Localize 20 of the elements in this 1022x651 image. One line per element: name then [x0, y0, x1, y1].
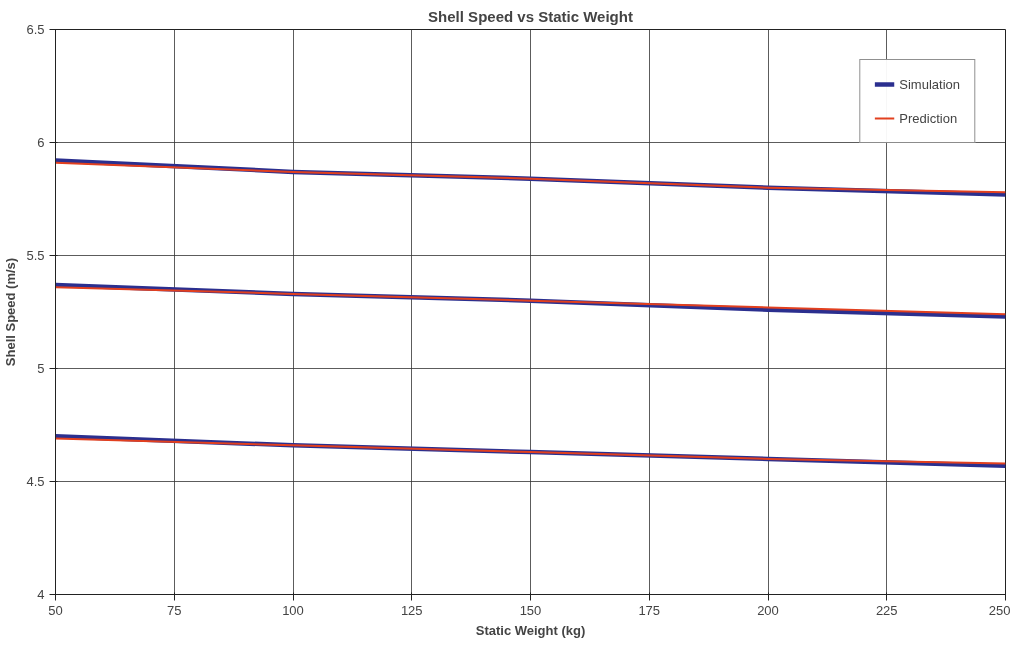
- chart-title: Shell Speed vs Static Weight: [428, 7, 633, 25]
- x-tick-label: 175: [638, 602, 661, 618]
- x-tick-label: 75: [167, 602, 182, 618]
- x-tick-label: 100: [282, 602, 304, 618]
- x-tick-label: 200: [757, 602, 779, 618]
- legend-label: Prediction: [899, 110, 958, 126]
- x-tick-label: 250: [988, 602, 1011, 618]
- y-axis-title: Shell Speed (m/s): [3, 257, 19, 367]
- x-tick-label: 150: [519, 602, 542, 618]
- y-tick-label: 6.5: [26, 22, 45, 37]
- x-tick-label: 225: [875, 602, 898, 618]
- y-tick-label: 4.5: [26, 474, 45, 489]
- y-tick-label: 4: [37, 587, 45, 602]
- legend-label: Simulation: [899, 76, 960, 92]
- y-tick-label: 6: [37, 135, 45, 150]
- y-tick-label: 5: [37, 361, 45, 376]
- x-axis-title: Static Weight (kg): [475, 622, 586, 638]
- y-tick-label: 5.5: [26, 248, 45, 263]
- x-tick-label: 50: [48, 602, 63, 618]
- x-tick-label: 125: [400, 602, 423, 618]
